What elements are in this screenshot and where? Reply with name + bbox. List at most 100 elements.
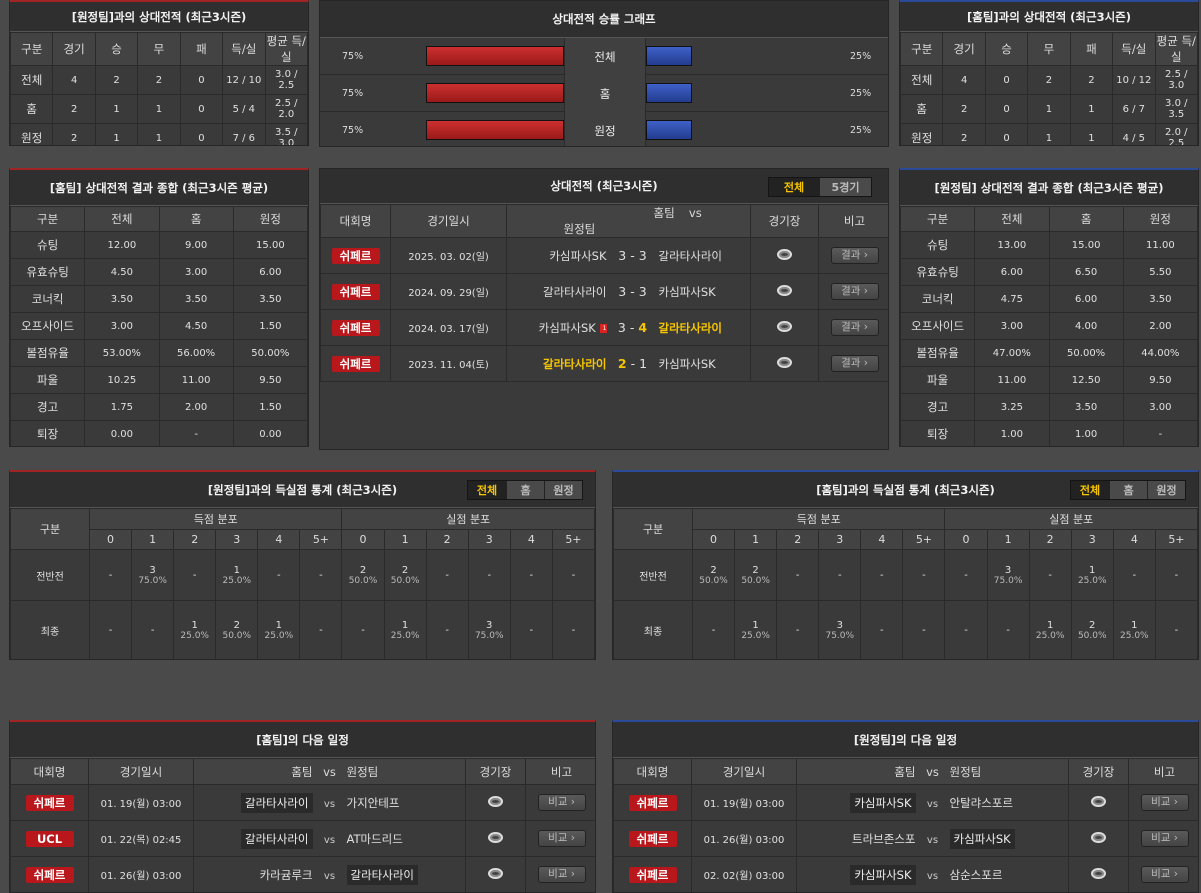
col-header: 구분 — [10, 206, 86, 232]
home-team[interactable]: 카심파사SK — [549, 248, 607, 263]
result-button[interactable]: 결과 › — [830, 319, 879, 336]
cell-value: 3.0 / 3.5 — [1154, 94, 1198, 124]
home-cell: 카심파사SK — [506, 237, 611, 274]
goal-count-header: 3 — [215, 529, 259, 550]
home-team[interactable]: 카심파사SK — [850, 864, 916, 885]
dist-cell: - — [986, 600, 1030, 659]
stadium-cell — [750, 309, 820, 346]
cell-value: 4 — [942, 65, 986, 95]
league-badge[interactable]: 쉬페르 — [331, 283, 380, 300]
home-team[interactable]: 갈라타사라이 — [543, 356, 607, 371]
home-team[interactable]: 갈라타사라이 — [241, 792, 313, 813]
cell-value: 2 — [942, 94, 986, 124]
cell-value: 2.0 / 2.5 — [1154, 123, 1198, 145]
away-team[interactable]: 카심파사SK — [658, 284, 716, 299]
stadium-icon[interactable] — [488, 867, 503, 879]
tab-all[interactable]: 전체 — [769, 178, 819, 196]
stadium-icon[interactable] — [777, 284, 793, 296]
dist-cell: - — [173, 549, 217, 601]
away-team[interactable]: 갈라타사라이 — [346, 864, 418, 885]
home-team[interactable]: 카심파사SK — [850, 792, 916, 813]
stadium-icon[interactable] — [777, 356, 793, 368]
compare-button[interactable]: 비교 › — [537, 830, 586, 847]
tab-away[interactable]: 원정 — [1147, 481, 1185, 499]
goal-count-header: 1 — [734, 529, 778, 550]
tab-home[interactable]: 홈 — [506, 481, 544, 499]
league-badge[interactable]: 쉬페르 — [628, 794, 677, 811]
cell-value: 4.50 — [84, 258, 160, 286]
league-badge[interactable]: 쉬페르 — [331, 319, 380, 336]
result-button[interactable]: 결과 › — [830, 247, 879, 264]
compare-button[interactable]: 비교 › — [1140, 794, 1189, 811]
league-badge[interactable]: 쉬페르 — [628, 830, 677, 847]
league-badge[interactable]: 쉬페르 — [628, 866, 677, 883]
stadium-cell — [750, 237, 820, 274]
tab-all[interactable]: 전체 — [1071, 481, 1109, 499]
stadium-icon[interactable] — [1091, 867, 1106, 879]
away-cell: 갈라타사라이 — [654, 237, 752, 274]
away-team[interactable]: 카심파사SK — [658, 356, 716, 371]
schedule-row[interactable]: 쉬페르 01. 19(월) 03:00 카심파사SK vs 안탈랴스포르 비교 › — [613, 784, 1198, 821]
home-team[interactable]: 카심파사SK — [538, 320, 596, 335]
away-team[interactable]: AT마드리드 — [346, 831, 403, 846]
stadium-icon[interactable] — [488, 831, 503, 843]
tab-away[interactable]: 원정 — [544, 481, 582, 499]
away-team[interactable]: 갈라타사라이 — [658, 248, 722, 263]
next-home-panel: [홈팀]의 다음 일정 대회명 경기일시 홈팀 vs 원정팀 경기장 비고 쉬페르 01. 19… — [9, 720, 596, 893]
home-team[interactable]: 갈라타사라이 — [241, 828, 313, 849]
table-row: 파울 11.00 12.50 9.50 — [900, 366, 1198, 394]
matches-panel: 상대전적 (최근3시즌) 전체 5경기 대회명 경기일시 홈팀 vs 원정팀 경… — [319, 168, 889, 450]
league-badge[interactable]: 쉬페르 — [25, 794, 74, 811]
dist-cell: 3 75.0% — [467, 600, 511, 659]
away-team[interactable]: 카심파사SK — [949, 828, 1015, 849]
stadium-icon[interactable] — [777, 248, 793, 260]
match-row[interactable]: 쉬페르 2025. 03. 02(일) 카심파사SK 3 - 3 갈라타사라이 결과 › — [320, 237, 888, 274]
date-cell: 2025. 03. 02(일) — [390, 237, 507, 274]
home-team[interactable]: 카라귬루크 — [259, 867, 313, 882]
compare-button[interactable]: 비교 › — [1140, 866, 1189, 883]
col-header: 전체 — [84, 206, 160, 232]
dist-cell: - — [467, 549, 511, 601]
count: - — [529, 569, 534, 581]
table-row: 코너킥 3.50 3.50 3.50 — [10, 285, 308, 313]
result-button[interactable]: 결과 › — [830, 355, 879, 372]
result-button[interactable]: 결과 › — [830, 283, 879, 300]
col-header: 패 — [1069, 32, 1114, 66]
away-team[interactable]: 가지안테프 — [346, 795, 400, 810]
match-row[interactable]: 쉬페르 2024. 09. 29(일) 갈라타사라이 3 - 3 카심파사SK 결과 › — [320, 273, 888, 310]
count: 2 — [359, 564, 367, 576]
count: - — [922, 625, 926, 636]
schedule-row[interactable]: 쉬페르 01. 26(월) 03:00 카라귬루크 vs 갈라타사라이 비교 › — [10, 856, 595, 892]
compare-button[interactable]: 비교 › — [537, 866, 586, 883]
row-label: 파울 — [10, 366, 86, 394]
away-team[interactable]: 안탈랴스포르 — [949, 795, 1013, 810]
compare-button[interactable]: 비교 › — [537, 794, 586, 811]
league-badge[interactable]: 쉬페르 — [331, 247, 380, 264]
away-team[interactable]: 갈라타사라이 — [658, 320, 722, 335]
tab-all[interactable]: 전체 — [468, 481, 506, 499]
stadium-icon[interactable] — [1091, 795, 1106, 807]
schedule-row[interactable]: 쉬페르 02. 02(월) 03:00 카심파사SK vs 삼순스포르 비교 › — [613, 856, 1198, 892]
tab-home[interactable]: 홈 — [1109, 481, 1147, 499]
league-badge[interactable]: 쉬페르 — [331, 355, 380, 372]
league-badge[interactable]: UCL — [25, 830, 74, 847]
home-cell: 갈라타사라이 — [506, 273, 611, 310]
compare-button[interactable]: 비교 › — [1140, 830, 1189, 847]
schedule-row[interactable]: 쉬페르 01. 26(월) 03:00 트라브존스포 vs 카심파사SK 비교 › — [613, 820, 1198, 857]
schedule-row[interactable]: UCL 01. 22(목) 02:45 갈라타사라이 vs AT마드리드 비교 › — [10, 820, 595, 857]
home-team[interactable]: 갈라타사라이 — [543, 284, 607, 299]
count: - — [795, 569, 800, 581]
away-team[interactable]: 삼순스포르 — [949, 867, 1003, 882]
schedule-row[interactable]: 쉬페르 01. 19(월) 03:00 갈라타사라이 vs 가지안테프 비교 › — [10, 784, 595, 821]
row-label: 유효슈팅 — [900, 258, 976, 286]
count: - — [1174, 569, 1179, 581]
league-badge[interactable]: 쉬페르 — [25, 866, 74, 883]
scored-header: 득점 분포 — [88, 508, 343, 530]
stadium-icon[interactable] — [777, 320, 793, 332]
tab-last5[interactable]: 5경기 — [819, 178, 871, 196]
home-team[interactable]: 트라브존스포 — [852, 831, 916, 846]
stadium-icon[interactable] — [488, 795, 503, 807]
match-row[interactable]: 쉬페르 2023. 11. 04(토) 갈라타사라이 2 - 1 카심파사SK 결과 › — [320, 345, 888, 382]
stadium-icon[interactable] — [1091, 831, 1106, 843]
